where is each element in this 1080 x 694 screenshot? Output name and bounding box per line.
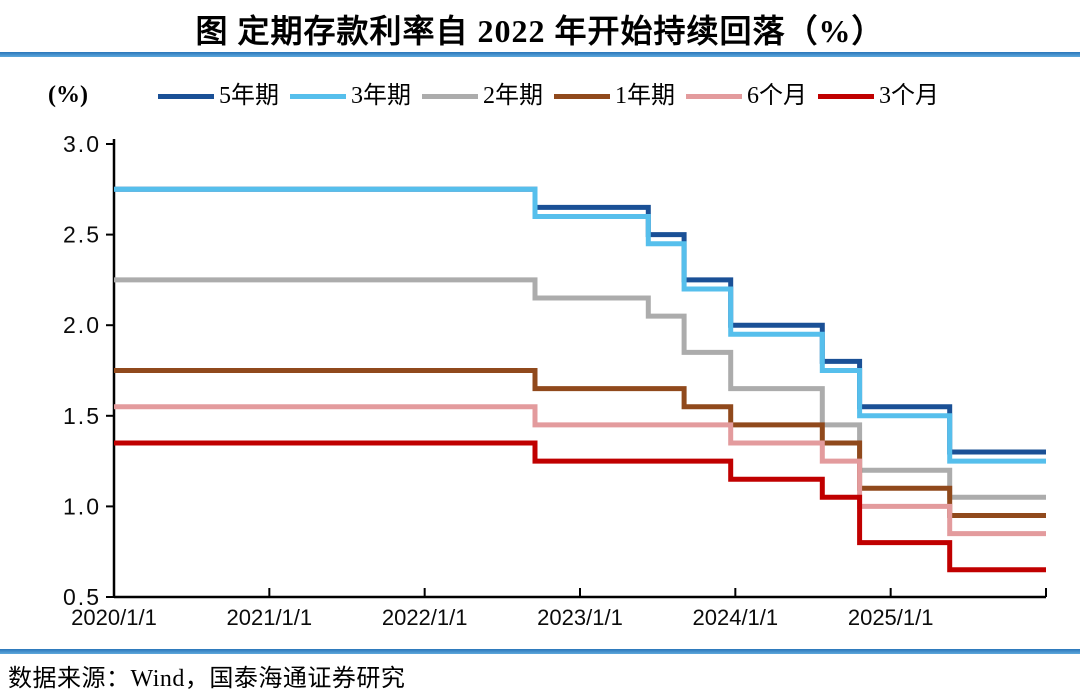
legend-label: 3个月 <box>879 83 939 109</box>
svg-text:2022/1/1: 2022/1/1 <box>382 605 468 630</box>
legend-item-3年期: 3年期 <box>290 84 411 108</box>
legend-item-1年期: 1年期 <box>554 84 675 108</box>
svg-text:2.0: 2.0 <box>63 312 101 338</box>
legend-line-swatch <box>686 93 742 99</box>
legend-item-2年期: 2年期 <box>422 84 543 108</box>
svg-text:1.0: 1.0 <box>63 493 101 519</box>
source-note: 数据来源：Wind，国泰海通证券研究 <box>8 666 406 692</box>
chart-title: 图 定期存款利率自 2022 年开始持续回落（%） <box>195 13 885 49</box>
legend-item-6个月: 6个月 <box>686 84 807 108</box>
legend: 5年期 3年期 2年期 1年期 6个月 3个月 <box>158 84 939 108</box>
svg-text:2.5: 2.5 <box>63 222 101 248</box>
legend-label: 3年期 <box>351 83 411 109</box>
source-divider-rule <box>0 649 1080 654</box>
y-axis-unit-label: (%) <box>48 82 88 108</box>
legend-line-swatch <box>554 93 610 99</box>
legend-label: 1年期 <box>615 83 675 109</box>
legend-label: 5年期 <box>219 83 279 109</box>
legend-label: 6个月 <box>747 83 807 109</box>
svg-text:1.5: 1.5 <box>63 403 101 429</box>
svg-text:3.0: 3.0 <box>63 131 101 157</box>
svg-text:2025/1/1: 2025/1/1 <box>848 605 934 630</box>
legend-line-swatch <box>290 93 346 99</box>
legend-line-swatch <box>422 93 478 99</box>
legend-label: 2年期 <box>483 83 543 109</box>
svg-text:2020/1/1: 2020/1/1 <box>71 605 157 630</box>
legend-line-swatch <box>158 93 214 99</box>
title-divider-rule <box>0 52 1080 57</box>
legend-item-3个月: 3个月 <box>818 84 939 108</box>
legend-item-5年期: 5年期 <box>158 84 279 108</box>
svg-text:0.5: 0.5 <box>63 584 101 610</box>
svg-text:2024/1/1: 2024/1/1 <box>693 605 779 630</box>
svg-text:2023/1/1: 2023/1/1 <box>537 605 623 630</box>
legend-line-swatch <box>818 93 874 99</box>
svg-text:2021/1/1: 2021/1/1 <box>227 605 313 630</box>
